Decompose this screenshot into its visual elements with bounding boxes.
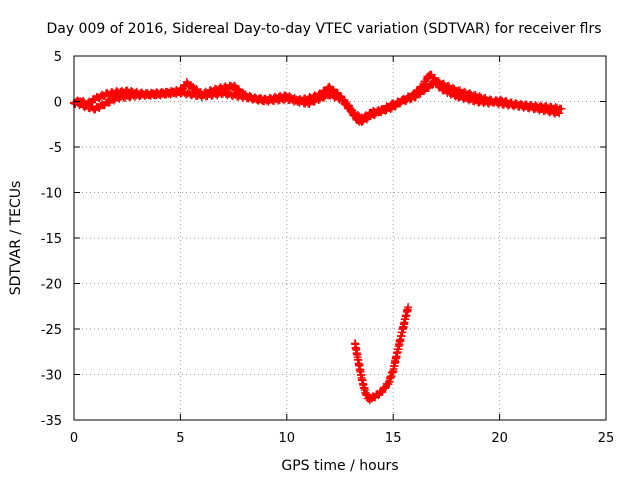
x-tick-label: 15: [385, 431, 402, 446]
y-tick-label: -20: [41, 278, 62, 293]
x-tick-label: 5: [176, 431, 184, 446]
y-tick-label: -15: [41, 232, 62, 247]
axis-ticks: [73, 55, 607, 421]
data-points: [70, 70, 566, 405]
data-point: [404, 303, 413, 312]
series-3: [350, 303, 413, 405]
tick-labels: 0 5 10 15 20 25 5 0 -5 -10 -15 -20 -25 -30 -35: [41, 50, 615, 446]
y-tick-label: 0: [54, 96, 62, 111]
y-tick-label: 5: [54, 50, 62, 65]
grid-lines: [74, 56, 606, 420]
y-axis-label: SDTVAR / TECUs: [8, 181, 24, 296]
data-point: [419, 87, 428, 96]
data-point: [555, 109, 564, 118]
chart-title: Day 009 of 2016, Sidereal Day-to-day VTE…: [46, 21, 601, 37]
data-point: [553, 108, 562, 117]
x-tick-label: 20: [491, 431, 508, 446]
x-axis-label: GPS time / hours: [281, 458, 398, 474]
y-tick-label: -35: [41, 414, 62, 429]
y-tick-label: -10: [41, 187, 62, 202]
x-tick-label: 25: [598, 431, 615, 446]
y-tick-label: -30: [41, 369, 62, 384]
y-tick-label: -5: [49, 141, 62, 156]
y-tick-label: -25: [41, 323, 62, 338]
data-point: [381, 384, 390, 393]
x-tick-label: 10: [279, 431, 296, 446]
data-point: [342, 100, 351, 109]
x-tick-label: 0: [70, 431, 78, 446]
series-2: [70, 77, 564, 126]
